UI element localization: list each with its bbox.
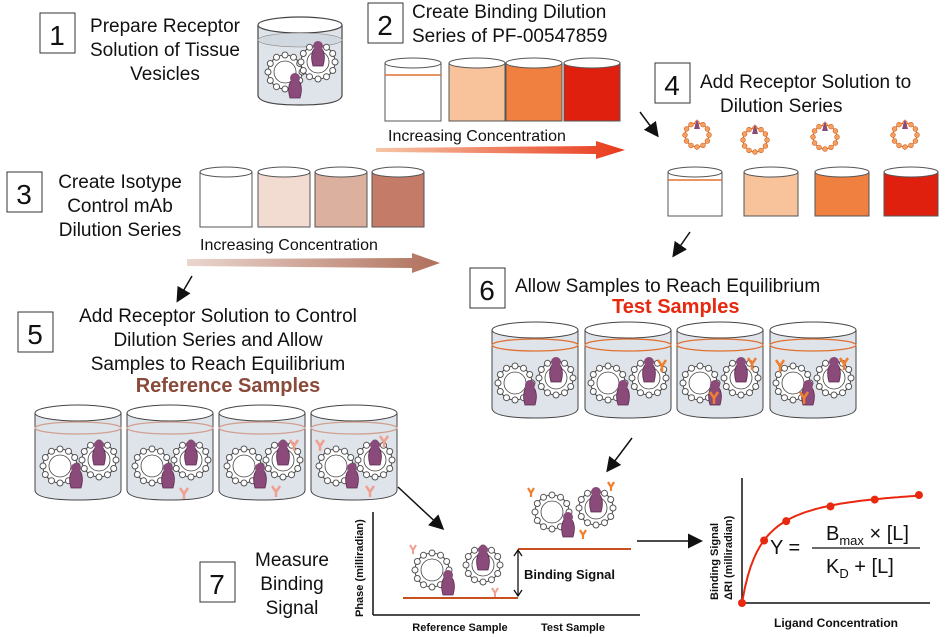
control-dilution-beakers (199, 166, 425, 228)
reference-sample-4 (310, 404, 398, 501)
phase-plot: Phase (milliradian) Binding Signal Refer… (354, 481, 640, 634)
step-7-line-2: Binding (260, 574, 323, 595)
test-sample-1 (491, 321, 579, 419)
arrow-5-to-7 (397, 486, 445, 531)
step-7-line-3: Signal (266, 598, 319, 619)
step-2-line-1: Create Binding Dilution (412, 2, 606, 23)
mix-beaker-1 (667, 166, 723, 217)
test-sample-3 (676, 321, 764, 419)
step-4: 4 Add Receptor Solution to Dilution Seri… (639, 62, 939, 258)
step-1-line-3: Vesicles (130, 64, 200, 85)
binding-curve-point (826, 502, 835, 511)
step-2-line-2: Series of PF-00547859 (412, 26, 607, 47)
step-7: 7 Measure Binding Signal (199, 550, 329, 619)
step-1-line-1: Prepare Receptor (90, 16, 241, 37)
step-5-line-2: Dilution Series and Allow (113, 330, 322, 351)
step-5-number-box (17, 311, 54, 353)
step-2-number: 2 (377, 10, 393, 41)
step-3-line-2: Control mAb (67, 196, 173, 217)
test-dilution-beakers (384, 57, 621, 122)
control-beaker-3 (314, 166, 368, 228)
binding-curve-point (870, 495, 879, 504)
equation-lhs: Y = (770, 537, 800, 559)
phase-plot-ylabel: Phase (milliradian) (354, 519, 366, 617)
test-beaker-4 (563, 57, 621, 122)
mix-beaker-4 (883, 166, 939, 217)
reference-samples-label: Reference Samples (136, 375, 321, 397)
control-beaker-2 (257, 166, 311, 228)
step-3-line-3: Dilution Series (59, 220, 182, 241)
binding-curve-line (741, 494, 919, 604)
binding-signal-label: Binding Signal (524, 567, 615, 582)
binding-curve-point (782, 517, 791, 526)
step-5: 5 Add Receptor Solution to Control Dilut… (17, 306, 445, 531)
step-3: 3 Create Isotype Control mAb Dilution Se… (6, 166, 440, 303)
step-5-line-1: Add Receptor Solution to Control (79, 306, 357, 327)
binding-curve-point (760, 536, 769, 545)
arrow-3-to-5 (176, 275, 193, 303)
binding-curve-points (738, 491, 923, 607)
step-3-number: 3 (16, 179, 32, 210)
step-7-line-1: Measure (255, 550, 329, 571)
reference-sample-1 (34, 404, 122, 501)
step-4-number: 4 (664, 70, 680, 101)
control-concentration-arrow (187, 253, 440, 273)
test-sample-4 (769, 321, 857, 419)
equation-numerator: Bmax × [L] (826, 523, 909, 548)
control-beaker-1 (199, 166, 253, 228)
step-6: 6 Allow Samples to Reach Equilibrium Tes… (469, 267, 857, 473)
step-6-number: 6 (479, 275, 495, 306)
step-6-line-1: Allow Samples to Reach Equilibrium (515, 276, 820, 297)
test-sample-label: Test Sample (541, 622, 605, 634)
step-2: 2 Create Binding Dilution Series of PF-0… (367, 2, 625, 159)
reference-sample-3 (218, 404, 306, 501)
mix-beakers (667, 166, 939, 217)
equation-denominator: KD + [L] (826, 556, 894, 581)
step-2-number-box (367, 2, 404, 44)
reference-sample-label: Reference Sample (412, 622, 507, 634)
arrow-4-to-6 (672, 231, 691, 258)
binding-plot-xlabel: Ligand Concentration (774, 616, 898, 630)
binding-plot-ylabel-1: Binding Signal (709, 523, 721, 600)
test-concentration-label: Increasing Concentration (388, 128, 566, 145)
mix-beaker-3 (814, 166, 870, 217)
binding-curve-point (914, 491, 923, 500)
step-4-line-2: Dilution Series (720, 96, 843, 117)
step-5-line-3: Samples to Reach Equilibrium (91, 354, 346, 375)
reference-sample-2 (126, 404, 214, 501)
step-5-number: 5 (27, 319, 43, 350)
step-7-number: 7 (209, 569, 225, 600)
control-concentration-label: Increasing Concentration (200, 237, 378, 254)
test-beaker-1 (384, 57, 442, 122)
step-4-number-box (654, 62, 691, 104)
test-concentration-arrow (376, 141, 625, 159)
control-beaker-4 (371, 166, 425, 228)
reference-sample-beakers (34, 404, 398, 501)
test-samples-label: Test Samples (612, 296, 739, 318)
test-sample-2 (584, 321, 672, 419)
binding-curve-point (738, 599, 746, 607)
step-1: 1 Prepare Receptor Solution of Tissue Ve… (39, 12, 343, 106)
binding-curve-plot: Binding Signal ΔRI (milliradian) Ligand … (709, 478, 930, 630)
step-1-number-box (39, 12, 76, 54)
step-7-number-box (199, 561, 236, 603)
binding-plot-ylabel-2: ΔRI (milliradian) (723, 515, 735, 600)
step-6-number-box (469, 267, 506, 309)
test-beaker-2 (448, 57, 506, 122)
step-3-line-1: Create Isotype (58, 172, 182, 193)
step-3-number-box (6, 171, 43, 213)
test-beaker-3 (505, 57, 563, 122)
arrow-2-to-4 (639, 111, 659, 138)
mixing-vesicles (682, 118, 920, 155)
test-sample-beakers (491, 321, 857, 419)
step-1-line-2: Solution of Tissue (90, 40, 240, 61)
receptor-beaker (257, 16, 343, 106)
step-4-line-1: Add Receptor Solution to (700, 72, 911, 93)
step-1-number: 1 (49, 20, 65, 51)
binding-equation: Y = Bmax × [L] KD + [L] (770, 523, 920, 581)
arrow-6-to-7 (606, 437, 633, 473)
mix-beaker-2 (743, 166, 799, 217)
